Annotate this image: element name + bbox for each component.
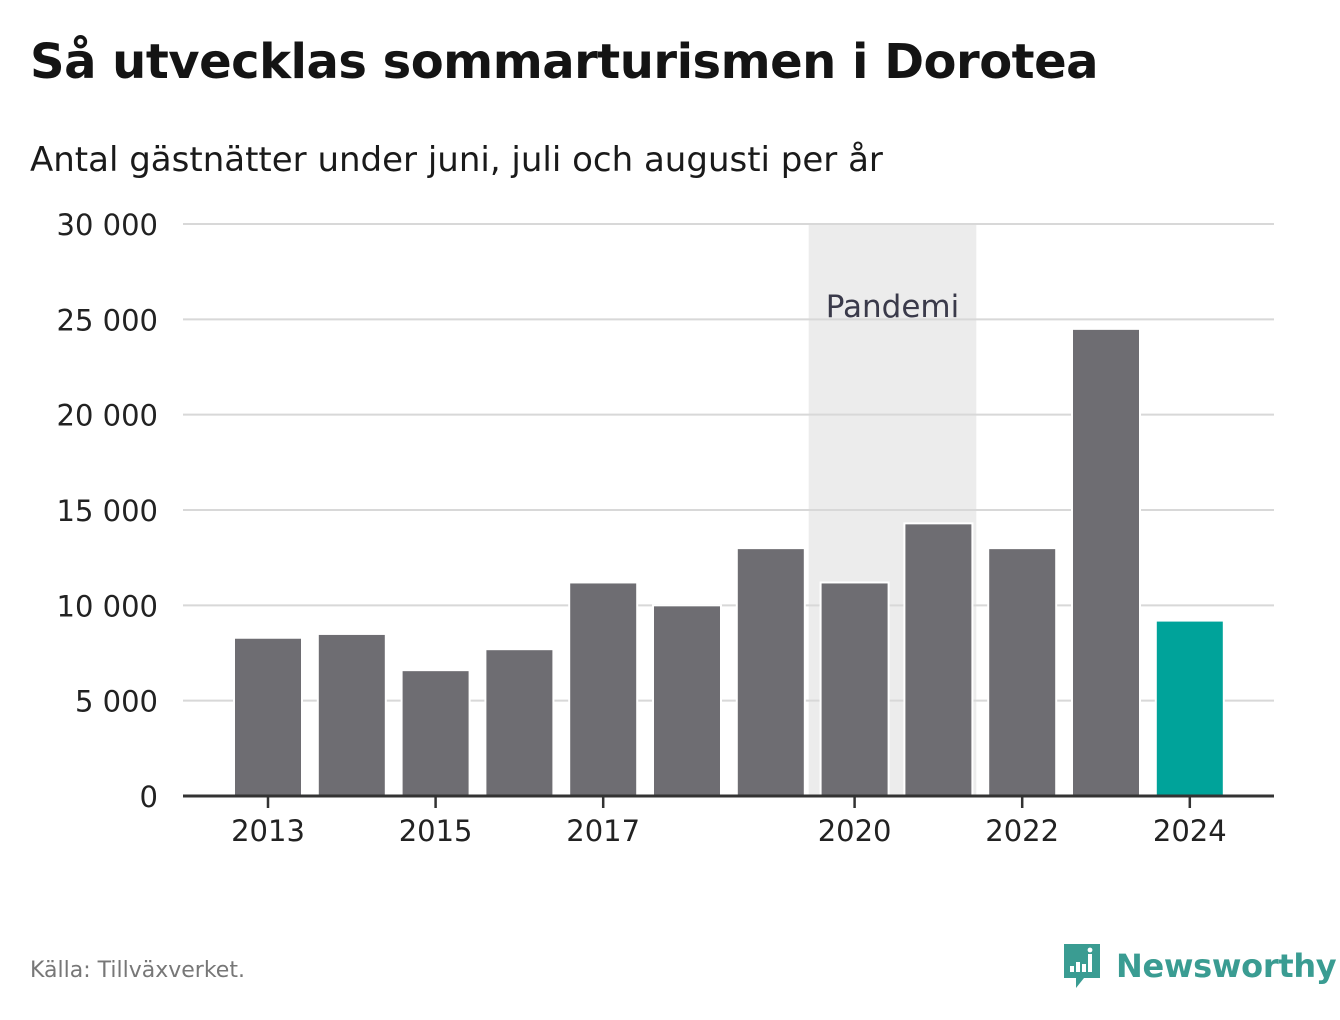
- bar-2019: [735, 547, 806, 798]
- x-tick-label: 2024: [1153, 814, 1227, 848]
- bar-2023: [1071, 327, 1141, 797]
- x-tick-label: 2022: [985, 814, 1059, 848]
- bar-2013: [233, 636, 303, 797]
- bar-2018: [652, 604, 722, 797]
- x-tick-label: 2017: [566, 814, 640, 848]
- y-tick-label: 0: [140, 780, 158, 814]
- bar-2016: [484, 648, 555, 797]
- bar-2022: [987, 547, 1058, 798]
- bar-2014: [316, 632, 387, 798]
- y-tick-label: 15 000: [57, 494, 158, 528]
- brand-logo: Newsworthy: [1062, 942, 1337, 990]
- bar-2021: [903, 522, 974, 797]
- bar-2020: [819, 581, 890, 797]
- bar-2024: [1154, 619, 1225, 797]
- bar-2015: [400, 669, 471, 797]
- chart-subtitle: Antal gästnätter under juni, juli och au…: [30, 140, 883, 180]
- bar-2017: [568, 581, 639, 797]
- axes: [183, 794, 1274, 808]
- newsworthy-logo-icon: [1064, 944, 1100, 988]
- y-tick-label: 10 000: [57, 589, 158, 623]
- x-tick-label: 2015: [399, 814, 473, 848]
- source-note: Källa: Tillväxverket.: [30, 958, 245, 983]
- x-tick-label: 2020: [818, 814, 892, 848]
- x-tick-label: 2013: [231, 814, 305, 848]
- tick-labels: 0 5 000 10 000 15 000 20 000 25 000 30 000 2013…: [57, 208, 1227, 848]
- y-tick-label: 20 000: [57, 399, 158, 433]
- y-tick-label: 5 000: [75, 685, 158, 719]
- y-tick-label: 25 000: [57, 303, 158, 337]
- brand-name: Newsworthy: [1116, 947, 1337, 985]
- y-tick-label: 30 000: [57, 208, 158, 242]
- bars: [233, 327, 1225, 798]
- page-title: Så utvecklas sommarturismen i Dorotea: [30, 34, 1099, 90]
